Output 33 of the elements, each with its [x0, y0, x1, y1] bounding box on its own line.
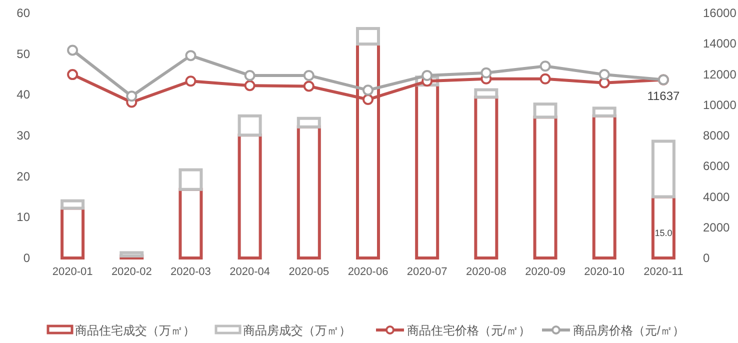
x-tick-label: 2020-10 — [584, 266, 625, 278]
legend-label: 商品房价格（元/㎡） — [573, 324, 684, 338]
y2-tick-label: 14000 — [703, 36, 737, 51]
y2-tick-label: 6000 — [703, 159, 730, 174]
y-tick-label: 30 — [16, 128, 30, 142]
legend-label: 商品房成交（万㎡） — [243, 324, 351, 338]
y2-tick-label: 0 — [703, 251, 710, 265]
x-tick-label: 2020-11 — [644, 266, 684, 278]
x-tick-label: 2020-09 — [525, 266, 566, 278]
y2-tick-label: 10000 — [703, 98, 737, 112]
x-tick-label: 2020-03 — [170, 266, 211, 278]
y-tick-label: 40 — [16, 88, 30, 102]
x-tick-label: 2020-01 — [52, 266, 93, 278]
data-label: 15.0 — [654, 228, 672, 238]
data-label: 11637 — [647, 88, 680, 103]
x-tick-label: 2020-05 — [288, 266, 330, 278]
y2-tick-label: 2000 — [703, 220, 730, 234]
legend-label: 商品住宅价格（元/㎡） — [407, 324, 530, 338]
y2-tick-label: 12000 — [703, 67, 737, 82]
x-tick-label: 2020-02 — [111, 266, 152, 278]
y2-tick-label: 16000 — [703, 6, 737, 20]
y2-tick-label: 8000 — [703, 128, 730, 142]
x-tick-label: 2020-07 — [406, 266, 448, 278]
y-tick-label: 50 — [16, 46, 30, 61]
y-tick-label: 0 — [23, 251, 30, 265]
y-tick-label: 10 — [16, 210, 30, 224]
x-tick-label: 2020-04 — [230, 266, 270, 278]
y-tick-label: 20 — [16, 169, 30, 184]
x-tick-label: 2020-06 — [348, 266, 388, 278]
y-tick-label: 60 — [16, 6, 30, 20]
x-tick-label: 2020-08 — [466, 266, 506, 278]
y2-tick-label: 4000 — [703, 190, 730, 204]
legend-label: 商品住宅成交（万㎡） — [75, 324, 195, 338]
